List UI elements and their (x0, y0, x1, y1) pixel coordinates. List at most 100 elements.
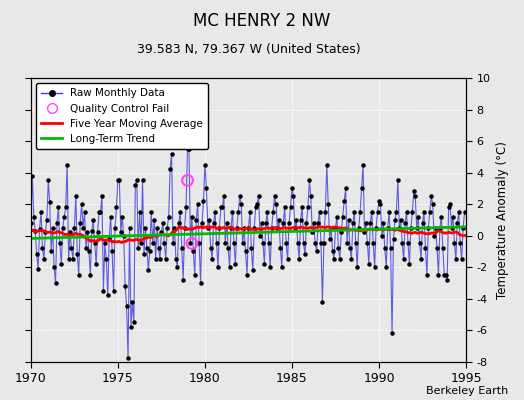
Point (243, 272, 251, 278)
Point (420, 209, 428, 215)
Point (54, 204, 63, 210)
Point (36, 226, 44, 232)
Point (214, 264, 222, 270)
Point (92, 261, 100, 267)
Point (342, 185, 350, 192)
Point (431, 224, 440, 231)
Point (228, 209, 237, 215)
Point (48, 224, 57, 231)
Point (443, 276, 451, 283)
Point (252, 204, 260, 210)
Point (40, 256, 48, 262)
Point (53, 220, 61, 226)
Point (352, 240, 360, 247)
Point (440, 272, 449, 278)
Point (176, 209, 184, 215)
Point (212, 240, 221, 247)
Point (183, 177, 192, 184)
Point (64, 256, 73, 262)
Point (311, 240, 319, 247)
Point (61, 204, 70, 210)
Point (259, 240, 267, 247)
Point (266, 264, 275, 270)
Point (166, 166, 174, 172)
Point (174, 220, 183, 226)
Point (188, 240, 196, 247)
Point (125, 224, 134, 231)
Point (418, 220, 427, 226)
Point (363, 240, 372, 247)
Point (134, 245, 143, 251)
Point (404, 240, 412, 247)
Point (272, 201, 280, 207)
Point (240, 224, 248, 231)
Point (178, 245, 186, 251)
Point (299, 240, 308, 247)
Point (95, 209, 103, 215)
Point (143, 245, 151, 251)
Point (331, 224, 340, 231)
Point (233, 224, 241, 231)
Point (265, 240, 273, 247)
Point (434, 272, 443, 278)
Point (359, 162, 367, 168)
Point (298, 204, 307, 210)
Point (196, 280, 205, 286)
Point (278, 264, 286, 270)
Point (427, 193, 435, 199)
Point (457, 256, 466, 262)
Point (114, 177, 122, 184)
Point (223, 220, 231, 226)
Point (374, 209, 382, 215)
Point (60, 214, 69, 220)
Point (394, 177, 402, 184)
Point (59, 224, 67, 231)
Point (346, 245, 354, 251)
Point (330, 256, 338, 262)
Point (210, 220, 218, 226)
Point (275, 216, 283, 223)
Title: 39.583 N, 79.367 W (United States): 39.583 N, 79.367 W (United States) (137, 43, 361, 56)
Point (104, 292, 112, 299)
Point (289, 193, 298, 199)
Point (402, 209, 411, 215)
Point (398, 240, 407, 247)
Point (28, 172, 37, 179)
Point (41, 229, 50, 236)
Point (439, 245, 447, 251)
Point (304, 204, 312, 210)
Point (67, 245, 75, 251)
Point (56, 240, 64, 247)
Point (242, 248, 250, 254)
Point (27, 220, 35, 226)
Point (395, 224, 403, 231)
Text: Berkeley Earth: Berkeley Earth (426, 386, 508, 396)
Point (286, 204, 294, 210)
Point (237, 201, 245, 207)
Point (250, 224, 258, 231)
Point (86, 272, 94, 278)
Point (388, 330, 396, 336)
Point (189, 248, 198, 254)
Point (89, 216, 97, 223)
Point (248, 267, 257, 274)
Point (167, 150, 176, 157)
Point (38, 245, 47, 251)
Point (124, 355, 132, 362)
Point (337, 229, 345, 236)
Point (156, 256, 164, 262)
Point (191, 272, 199, 278)
Point (295, 256, 303, 262)
Point (391, 216, 399, 223)
Point (267, 224, 276, 231)
Point (318, 298, 326, 305)
Point (353, 264, 362, 270)
Point (347, 256, 356, 262)
Point (74, 272, 83, 278)
Point (98, 193, 106, 199)
Point (257, 220, 266, 226)
Point (379, 220, 388, 226)
Point (88, 228, 96, 234)
Point (301, 251, 309, 258)
Point (231, 261, 239, 267)
